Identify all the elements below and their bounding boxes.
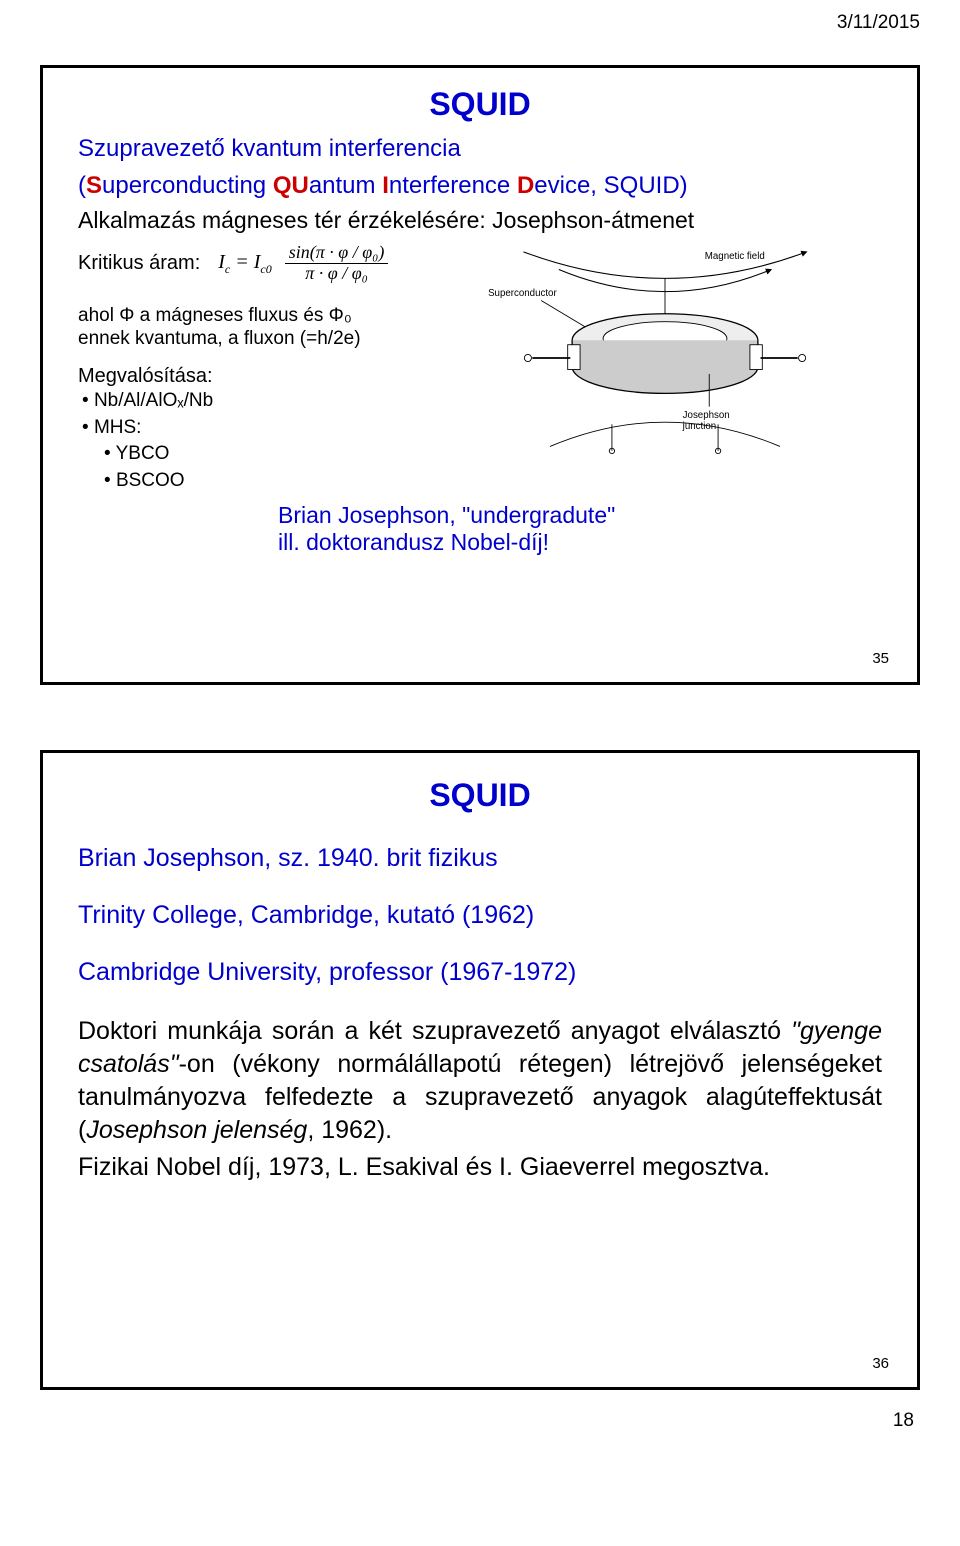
diag-jj1: Josephson xyxy=(683,410,730,421)
formula: Ic = Ic0 sin(π · φ / φ₀) π · φ / φ₀ xyxy=(218,243,388,284)
s2-line1: Brian Josephson, sz. 1940. brit fizikus xyxy=(78,844,882,873)
f-I: I xyxy=(218,251,225,273)
s2-para: Doktori munkája során a két szupravezető… xyxy=(78,1015,882,1147)
content-row: Kritikus áram: Ic = Ic0 sin(π · φ / φ₀) … xyxy=(78,243,882,494)
diag-super: Superconductor xyxy=(488,288,557,299)
acr-s: S xyxy=(86,172,102,199)
frac-num: sin(π · φ / φ₀) xyxy=(285,243,389,264)
slide-pagenum: 35 xyxy=(872,650,889,667)
bullet-1: Nb/Al/AlOₓ/Nb xyxy=(82,388,448,415)
acr-rest2: antum xyxy=(309,172,382,199)
bullet-list: Nb/Al/AlOₓ/Nb MHS: YBCO BSCOO xyxy=(82,388,448,494)
acr-rest1: uperconducting xyxy=(102,172,273,199)
acr-qu: QU xyxy=(273,172,309,199)
page: 3/11/2015 SQUID Szupravezető kvantum int… xyxy=(0,0,960,1462)
acr-rest3: nterference xyxy=(389,172,517,199)
b2-text: MHS: xyxy=(94,417,142,438)
slide-35: SQUID Szupravezető kvantum interferencia… xyxy=(40,65,920,685)
acronym-line: (Superconducting QUantum Interference De… xyxy=(78,170,882,201)
squid-diagram: Magnetic field Supercondu xyxy=(448,243,882,473)
bullet-2a: YBCO xyxy=(104,441,448,468)
diag-magfield: Magnetic field xyxy=(705,251,765,262)
s2-line2: Trinity College, Cambridge, kutató (1962… xyxy=(78,901,882,930)
open-paren: ( xyxy=(78,172,86,199)
footer-pagenum: 18 xyxy=(40,1410,920,1432)
caption-line1: Brian Josephson, "undergradute" xyxy=(278,502,882,529)
intro-plain: Szupravezető kvantum interferencia xyxy=(78,135,461,162)
b2b-text: BSCOO xyxy=(116,470,185,491)
kritikus-label: Kritikus áram: xyxy=(78,252,200,275)
fraction: sin(π · φ / φ₀) π · φ / φ₀ xyxy=(285,243,389,284)
left-column: Kritikus áram: Ic = Ic0 sin(π · φ / φ₀) … xyxy=(78,243,448,494)
bullet-2: MHS: xyxy=(82,415,448,442)
kritikus-row: Kritikus áram: Ic = Ic0 sin(π · φ / φ₀) … xyxy=(78,243,448,284)
date-header: 3/11/2015 xyxy=(837,12,920,34)
application-line: Alkalmazás mágneses tér érzékelésére: Jo… xyxy=(78,207,882,235)
b1-text: Nb/Al/AlOₓ/Nb xyxy=(94,390,213,411)
slide-title: SQUID xyxy=(78,86,882,123)
caption-line2: ill. doktorandusz Nobel-díj! xyxy=(278,529,882,556)
slide-36: SQUID Brian Josephson, sz. 1940. brit fi… xyxy=(40,750,920,1390)
b2a-text: YBCO xyxy=(116,443,170,464)
intro-line: Szupravezető kvantum interferencia xyxy=(78,133,882,164)
frac-den: π · φ / φ₀ xyxy=(285,264,389,284)
meg-label: Megvalósítása: xyxy=(78,365,448,388)
acr-i: I xyxy=(382,172,389,199)
slide2-pagenum: 36 xyxy=(872,1355,889,1372)
f-eq: = I xyxy=(230,251,260,273)
s2-line3: Cambridge University, professor (1967-19… xyxy=(78,958,882,987)
acr-rest4: evice, SQUID) xyxy=(534,172,687,199)
acr-d: D xyxy=(517,172,534,199)
s2-para2: Fizikai Nobel díj, 1973, L. Esakival és … xyxy=(78,1151,882,1184)
f-c0: c0 xyxy=(260,262,271,276)
squid-svg: Magnetic field Supercondu xyxy=(448,243,882,473)
caption: Brian Josephson, "undergradute" ill. dok… xyxy=(278,502,882,556)
bullet-2b: BSCOO xyxy=(104,468,448,495)
phi-desc: ahol Φ a mágneses fluxus és Φ₀ ennek kva… xyxy=(78,304,448,352)
slide2-title: SQUID xyxy=(78,777,882,814)
